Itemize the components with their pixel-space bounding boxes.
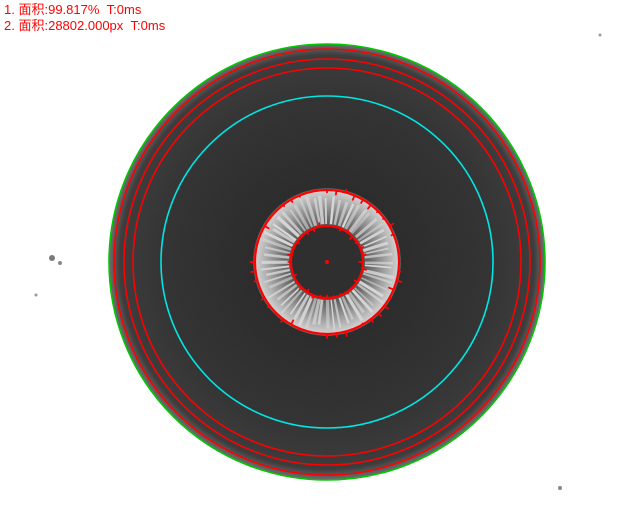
measure-label: 面积: (18, 18, 48, 33)
measure-line-1: 1. 面积:99.817% T:0ms (4, 2, 141, 18)
measure-line-2: 2. 面积:28802.000px T:0ms (4, 18, 165, 34)
measure-index: 1. (4, 2, 15, 17)
time-label: T: (107, 2, 117, 17)
time-value: 0ms (117, 2, 142, 17)
measure-value: 28802.000px (48, 18, 123, 33)
inspection-view: 1. 面积:99.817% T:0ms 2. 面积:28802.000px T:… (0, 0, 640, 512)
vision-canvas (0, 0, 640, 512)
center-marker (325, 260, 329, 264)
measure-value: 99.817% (48, 2, 99, 17)
time-value: 0ms (141, 18, 166, 33)
measure-index: 2. (4, 18, 15, 33)
time-label: T: (131, 18, 141, 33)
measure-label: 面积: (18, 2, 48, 17)
